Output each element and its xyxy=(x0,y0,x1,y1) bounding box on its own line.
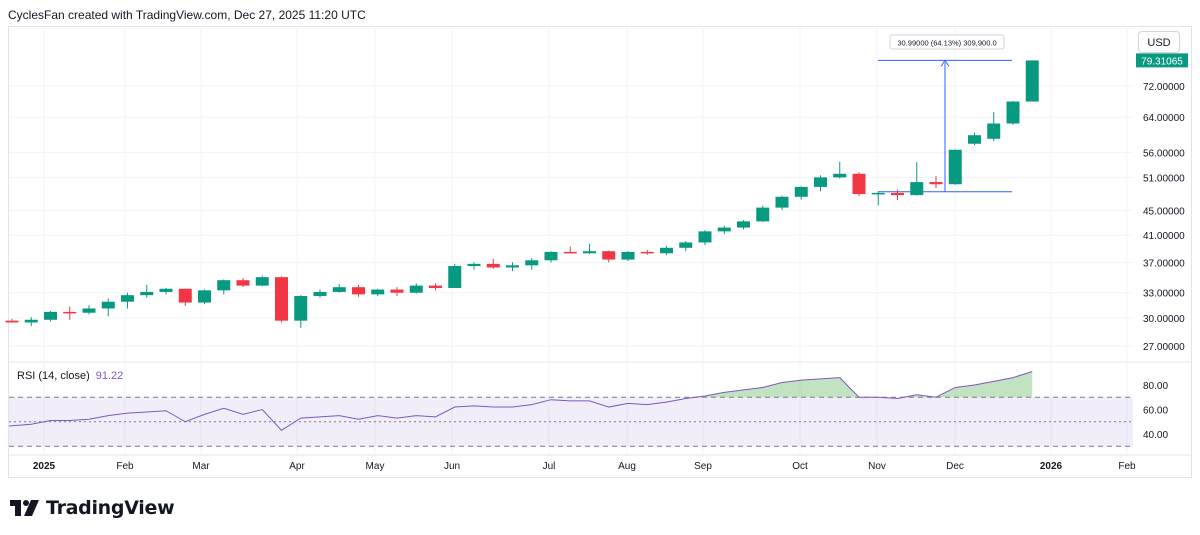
candle-body-up xyxy=(448,266,462,288)
candle-body-down xyxy=(275,277,288,321)
last-price-label: 79.31065 xyxy=(1141,56,1183,67)
candle-body-up xyxy=(756,207,770,222)
price-tick-label: 64.00000 xyxy=(1143,113,1185,124)
time-tick-label: Jun xyxy=(444,461,460,472)
candle-body-down xyxy=(178,288,192,303)
candle-body-up xyxy=(717,227,731,232)
candle-body-up xyxy=(255,277,269,286)
candle-body-down xyxy=(852,173,866,195)
candle-body-down xyxy=(5,320,19,323)
candle-body-up xyxy=(44,311,57,320)
price-tick-label: 27.00000 xyxy=(1143,342,1185,353)
measure-label: 30.99000 (64.13%) 309,900.0 xyxy=(897,39,996,48)
candle-body-up xyxy=(409,285,423,293)
rsi-tick-label: 80.00 xyxy=(1143,381,1168,392)
candle-body-down xyxy=(352,287,365,295)
rsi-line xyxy=(8,371,1033,431)
price-tick-label: 72.00000 xyxy=(1143,82,1185,93)
price-tick-label: 56.00000 xyxy=(1143,149,1185,160)
candle-body-up xyxy=(775,196,789,208)
candle-body-up xyxy=(332,287,346,292)
candle-body-down xyxy=(429,285,442,288)
price-tick-label: 41.00000 xyxy=(1143,231,1185,242)
candle-body-up xyxy=(313,291,327,296)
candle-body-up xyxy=(833,173,847,178)
candle-body-up xyxy=(24,319,38,323)
time-tick-label: Apr xyxy=(289,461,305,472)
currency-button[interactable]: USD xyxy=(1138,31,1180,53)
tradingview-logo-icon xyxy=(10,500,39,516)
candle-body-up xyxy=(82,308,96,313)
last-price-tag xyxy=(1136,53,1188,68)
candle-body-up xyxy=(987,123,1001,139)
rsi-label: RSI (14, close) xyxy=(17,370,90,382)
time-tick-label: Nov xyxy=(868,461,886,472)
time-tick-label: Feb xyxy=(1118,461,1136,472)
candle-body-up xyxy=(1006,101,1020,124)
rsi-tick-label: 60.00 xyxy=(1143,406,1168,417)
measure-label-box xyxy=(889,34,1005,50)
price-tick-label: 51.00000 xyxy=(1143,173,1185,184)
time-tick-label: Mar xyxy=(192,461,210,472)
time-tick-label: Jul xyxy=(543,461,556,472)
candle-body-down xyxy=(63,311,77,314)
candle-body-up xyxy=(910,182,924,196)
candle-body-down xyxy=(486,263,500,268)
time-tick-label: Sep xyxy=(694,461,712,472)
price-tick-label: 37.00000 xyxy=(1143,258,1185,269)
candle-body-up xyxy=(698,231,712,243)
candle-body-down xyxy=(563,251,577,254)
time-tick-label: Feb xyxy=(116,461,134,472)
candle-body-up xyxy=(621,251,635,260)
rsi-tick-label: 40.00 xyxy=(1143,430,1168,441)
rsi-overbought-fill xyxy=(695,371,1033,398)
price-tick-label: 30.00000 xyxy=(1143,314,1185,325)
price-tick-label: 33.00000 xyxy=(1143,289,1185,300)
candle-body-down xyxy=(891,192,904,196)
candle-body-up xyxy=(814,177,827,187)
candle-body-down xyxy=(236,280,250,286)
time-tick-label: May xyxy=(366,461,385,472)
time-tick-label: Oct xyxy=(792,461,808,472)
candle-body-up xyxy=(871,192,885,195)
rsi-legend: RSI (14, close) 91.22 xyxy=(17,370,123,382)
candle-body-up xyxy=(948,149,962,185)
candle-body-up xyxy=(140,291,154,296)
candle-body-up xyxy=(525,260,539,266)
chart-frame xyxy=(8,26,1192,478)
candle-body-up xyxy=(544,251,558,261)
time-tick-label: 2026 xyxy=(1040,461,1063,472)
candle-body-up xyxy=(1025,60,1039,102)
candle-body-up xyxy=(583,251,596,254)
candle-body-up xyxy=(198,290,211,303)
candle-body-up xyxy=(159,288,173,292)
candle-body-up xyxy=(794,186,808,197)
candle-body-up xyxy=(467,263,481,267)
candle-body-up xyxy=(968,135,981,144)
rsi-value: 91.22 xyxy=(95,370,124,382)
tradingview-logo: TradingView xyxy=(10,494,175,522)
candle-body-up xyxy=(506,265,519,268)
candle-body-up xyxy=(371,289,385,295)
candle-body-up xyxy=(217,280,231,291)
time-tick-label: Aug xyxy=(618,461,636,472)
candle-body-down xyxy=(602,251,616,260)
candle-body-up xyxy=(121,295,134,302)
price-tick-label: 45.00000 xyxy=(1143,207,1185,218)
candle-body-up xyxy=(101,301,115,309)
tradingview-logo-text: TradingView xyxy=(46,497,175,519)
measure-arrow-head xyxy=(940,59,950,67)
candle-body-down xyxy=(390,289,404,293)
candle-body-down xyxy=(640,251,654,254)
header-caption: CyclesFan created with TradingView.com, … xyxy=(8,8,366,22)
time-tick-label: 2025 xyxy=(33,461,56,472)
candle-body-up xyxy=(737,221,750,228)
candle-body-up xyxy=(679,242,693,248)
time-tick-label: Dec xyxy=(946,461,964,472)
candle-body-down xyxy=(929,182,943,185)
candle-body-up xyxy=(294,295,308,321)
candle-body-up xyxy=(660,247,673,254)
